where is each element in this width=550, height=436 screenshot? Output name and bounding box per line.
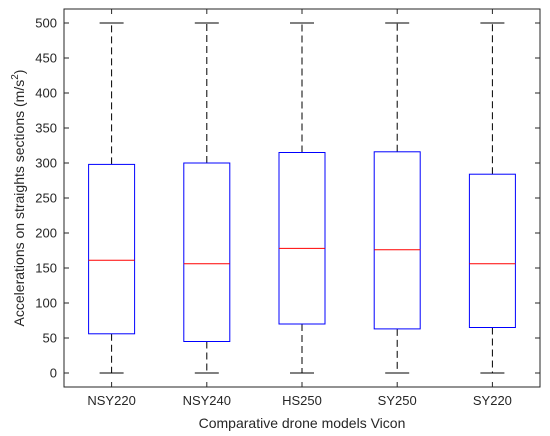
y-tick-label: 350 xyxy=(35,121,57,136)
y-tick-label: 400 xyxy=(35,86,57,101)
x-axis: NSY220 NSY240 HS250 SY250 SY220 xyxy=(87,9,512,408)
box-nsy240 xyxy=(183,22,231,374)
y-tick-label: 450 xyxy=(35,51,57,66)
iqr-box xyxy=(468,173,516,328)
iqr-box xyxy=(373,151,421,330)
y-tick-label: 300 xyxy=(35,156,57,171)
box-nsy220 xyxy=(88,22,136,374)
box-sy220 xyxy=(468,22,516,374)
x-tick-label: HS250 xyxy=(282,393,322,408)
y-tick-label: 0 xyxy=(50,366,57,381)
boxes-group xyxy=(88,22,516,374)
iqr-box xyxy=(88,163,136,335)
x-tick-label: SY220 xyxy=(473,393,512,408)
iqr-box xyxy=(278,152,326,325)
y-axis-label-main: Accelerations on straights sections (m/s xyxy=(11,80,27,327)
y-tick-label: 150 xyxy=(35,261,57,276)
x-tick-label: SY250 xyxy=(378,393,417,408)
x-tick-label: NSY220 xyxy=(87,393,135,408)
x-tick-label: NSY240 xyxy=(183,393,231,408)
x-axis-label: Comparative drone models Vicon xyxy=(199,415,406,431)
iqr-box xyxy=(183,162,231,342)
y-tick-label: 50 xyxy=(43,331,57,346)
y-axis-label-superscript: 2 xyxy=(10,74,21,80)
y-axis: 0 50 100 150 200 250 300 350 400 450 500 xyxy=(35,16,540,381)
y-tick-label: 250 xyxy=(35,191,57,206)
y-axis-label: Accelerations on straights sections (m/s… xyxy=(10,70,27,327)
box-sy250 xyxy=(373,22,421,374)
y-tick-label: 200 xyxy=(35,226,57,241)
y-axis-label-end: ) xyxy=(11,70,27,75)
y-tick-label: 100 xyxy=(35,296,57,311)
box-hs250 xyxy=(278,22,326,374)
y-tick-label: 500 xyxy=(35,16,57,31)
